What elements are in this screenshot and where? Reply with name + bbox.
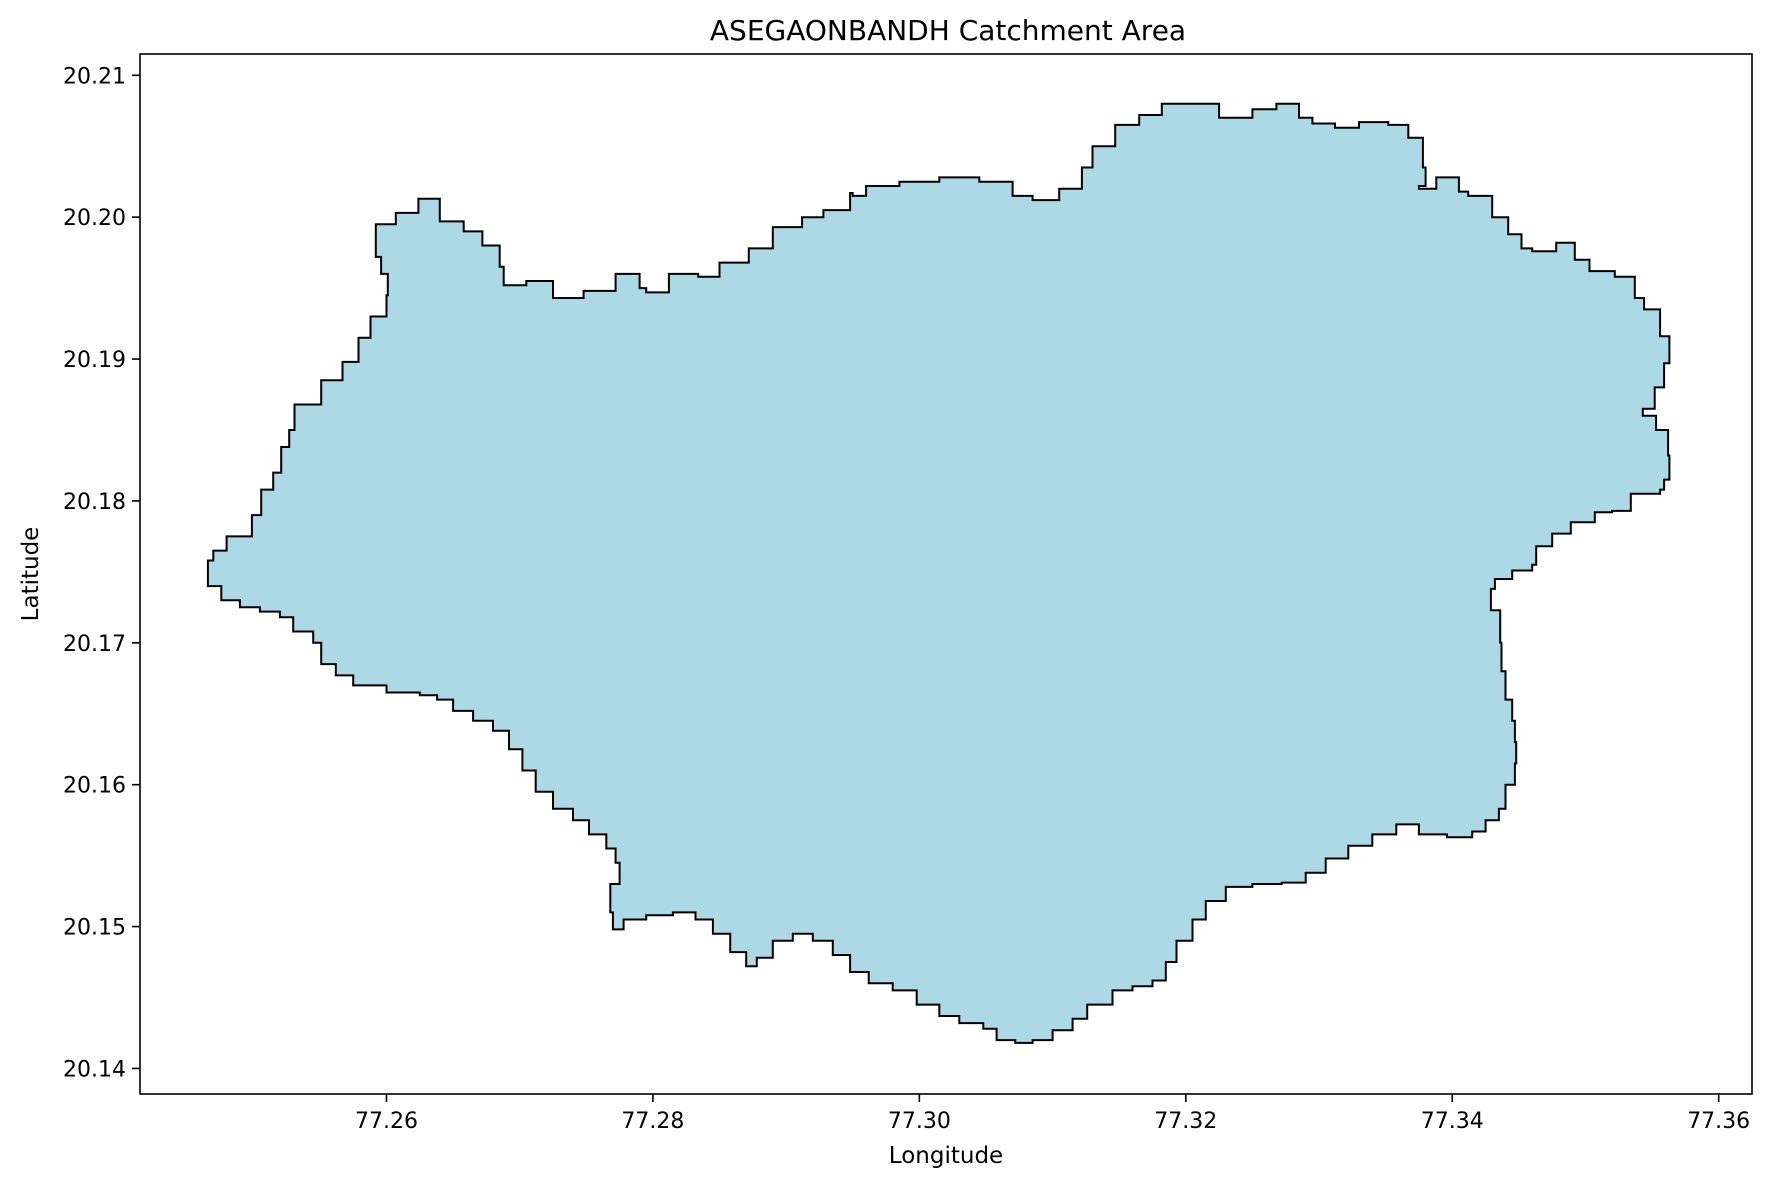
y-tick-label: 20.21 <box>63 64 126 89</box>
y-axis-label: Latitude <box>18 527 44 622</box>
catchment-polygon <box>206 102 1671 1044</box>
y-tick-label: 20.20 <box>63 206 126 231</box>
x-tick-label: 77.32 <box>1154 1109 1217 1134</box>
y-tick-label: 20.15 <box>63 916 126 941</box>
x-tick-label: 77.36 <box>1687 1109 1750 1134</box>
y-tick-label: 20.16 <box>63 774 126 799</box>
x-tick-label: 77.28 <box>621 1109 684 1134</box>
y-tick-label: 20.19 <box>63 348 126 373</box>
y-axis: 20.14 20.15 20.16 20.17 20.18 20.19 20.20 20.21 <box>63 64 140 1082</box>
x-axis: 77.26 77.28 77.30 77.32 77.34 77.36 <box>355 1094 1750 1134</box>
plot-area <box>206 102 1671 1044</box>
x-tick-label: 77.26 <box>355 1109 418 1134</box>
chart-title: ASEGAONBANDH Catchment Area <box>710 14 1186 47</box>
x-tick-label: 77.30 <box>888 1109 951 1134</box>
y-tick-label: 20.18 <box>63 490 126 515</box>
x-tick-label: 77.34 <box>1421 1109 1484 1134</box>
y-tick-label: 20.14 <box>63 1057 126 1082</box>
y-tick-label: 20.17 <box>63 632 126 657</box>
x-axis-label: Longitude <box>889 1143 1003 1169</box>
axes-frame <box>139 53 1753 1095</box>
